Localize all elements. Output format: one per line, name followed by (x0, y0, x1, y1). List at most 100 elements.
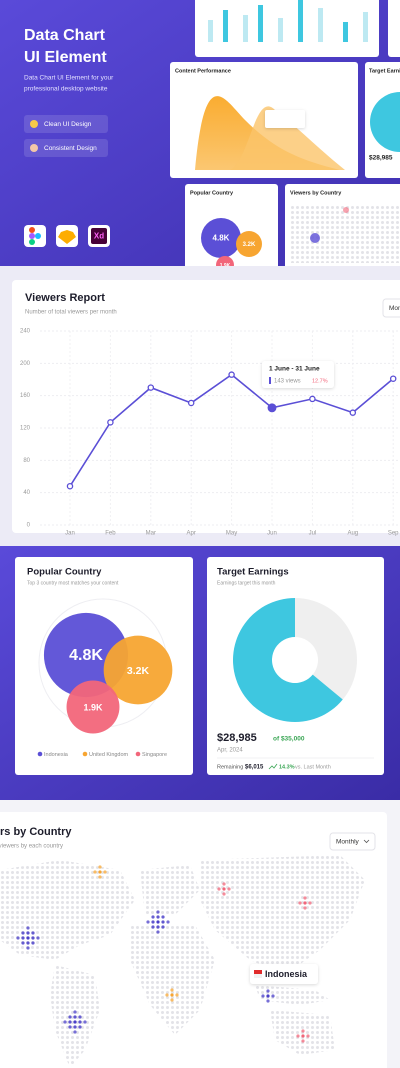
preview-donut (370, 92, 400, 152)
feature-pill (24, 139, 108, 157)
figma-shape (29, 239, 35, 245)
map-dot (31, 941, 35, 945)
map-dot (266, 989, 270, 993)
map-dot (78, 1025, 82, 1029)
map-dot (26, 926, 30, 930)
map-dot (78, 1020, 82, 1024)
sketch-icon (58, 230, 76, 244)
preview-tooltip (265, 110, 305, 128)
preview-title: Content Performance (175, 68, 231, 74)
map-dot (98, 865, 102, 869)
map-dot (36, 936, 40, 940)
map-dot (296, 1034, 300, 1038)
preview-map-cluster (310, 233, 320, 243)
map-dot (161, 920, 165, 924)
line-point (66, 482, 74, 490)
map-dot (301, 1034, 305, 1038)
dropdown[interactable] (382, 298, 400, 318)
map-title: Viewers by Country (0, 826, 72, 838)
line-point (228, 371, 235, 378)
map-dot (73, 1015, 77, 1019)
map-dot (93, 870, 97, 874)
line-point (349, 409, 357, 416)
map-dot (156, 915, 160, 919)
x-tick-label: Mar (146, 531, 156, 537)
xd-icon (91, 228, 107, 244)
earnings-date: Apr, 2024 (217, 748, 243, 754)
preview-title: Target Earnings (369, 68, 400, 74)
preview-bar (208, 20, 213, 42)
legend-swatch (82, 751, 88, 757)
map-dot (156, 910, 160, 914)
preview-bar (278, 18, 283, 42)
y-tick-label: 160 (20, 393, 31, 399)
preview-card (195, 0, 379, 57)
legend-label: Singapore (142, 752, 167, 758)
hero-title: Data Chart (24, 27, 106, 44)
map-dot (68, 1025, 72, 1029)
dropdown[interactable] (329, 832, 376, 851)
map-dot (26, 936, 30, 940)
map-dot (146, 920, 150, 924)
map-dot (222, 882, 226, 886)
map-dot (271, 994, 275, 998)
map-dot (98, 870, 102, 874)
x-tick-label: Apr (187, 531, 196, 537)
map-dot (26, 941, 30, 945)
tooltip-change: 12.7% (312, 378, 328, 384)
feature-label: Clean UI Design (44, 121, 92, 128)
preview-bubble-label: 4.8K (213, 234, 230, 243)
chart-card (12, 280, 400, 533)
map-dot (266, 999, 270, 1003)
preview-amount: $28,985 (369, 155, 393, 162)
x-tick-label: Aug (347, 531, 358, 537)
earnings-target: of $35,000 (273, 736, 305, 743)
map-dot (266, 994, 270, 998)
map-tooltip (250, 964, 318, 984)
map-dot (175, 993, 179, 997)
donut-segment (233, 598, 343, 722)
chart-title: Popular Country (27, 567, 102, 578)
y-tick-label: 240 (20, 329, 31, 335)
map-dot (98, 875, 102, 879)
map-land (130, 925, 215, 1035)
preview-bar (243, 15, 248, 42)
map-dot (151, 925, 155, 929)
map-land (140, 865, 200, 915)
preview-bubble-label: 1.9K (220, 263, 231, 269)
figma-shape (35, 233, 41, 239)
change-note: vs. Last Month (295, 764, 331, 770)
map-highlight-label: Indonesia (265, 969, 308, 979)
map-dot (103, 870, 107, 874)
y-tick-label: 40 (23, 490, 30, 496)
figma-shape (29, 227, 35, 233)
map-dot (21, 931, 25, 935)
chart-title: Target Earnings (217, 567, 289, 578)
preview-bar (318, 8, 323, 42)
map-dot (161, 915, 165, 919)
preview-bar (363, 12, 368, 42)
chart-subtitle: Top 3 country most matches your content (27, 580, 119, 586)
donut-segment (295, 598, 357, 700)
preview-bar (258, 5, 263, 42)
map-dot (73, 1010, 77, 1014)
map-land (200, 855, 365, 975)
line-point (187, 399, 195, 407)
line-point (147, 384, 155, 391)
map-dot (151, 915, 155, 919)
legend-swatch (135, 751, 141, 757)
y-tick-label: 0 (27, 523, 31, 529)
map-dot (68, 1020, 72, 1024)
chart-subtitle: Earnings target this month (217, 580, 276, 586)
map-dot (298, 901, 302, 905)
dropdown-label: Monthly (389, 305, 400, 312)
feature-icon (30, 144, 38, 152)
map-dot (156, 925, 160, 929)
map-dot (303, 896, 307, 900)
preview-area (230, 106, 345, 170)
preview-map (290, 205, 400, 263)
y-tick-label: 200 (20, 361, 31, 367)
preview-title: Popular Country (190, 190, 234, 196)
chart-title: Viewers Report (25, 292, 105, 304)
change-value: 14.3% (279, 764, 295, 770)
